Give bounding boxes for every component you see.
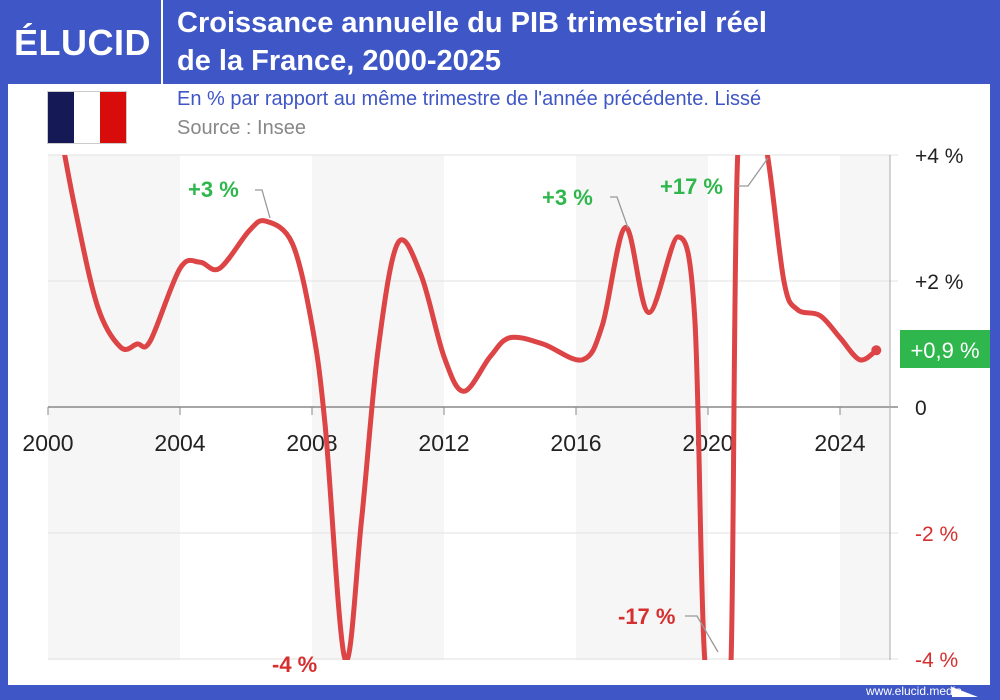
chart-source: Source : Insee: [177, 117, 306, 139]
y-tick-label: -4 %: [915, 649, 958, 672]
y-tick-label: +4 %: [915, 145, 963, 168]
x-tick-label: 2012: [418, 430, 469, 456]
last-value-label: +0,9 %: [910, 338, 979, 363]
x-tick-label: 2020: [682, 430, 733, 456]
flag-blue: [48, 92, 74, 143]
annotation-label: -4 %: [272, 652, 317, 677]
france-flag-icon: [48, 92, 126, 143]
annotation-label: +3 %: [542, 185, 593, 210]
header-divider: [161, 0, 163, 84]
x-tick-label: 2016: [550, 430, 601, 456]
chart-title: Croissance annuelle du PIB trimestriel r…: [177, 4, 977, 80]
header: ÉLUCID Croissance annuelle du PIB trimes…: [0, 0, 1000, 84]
annotation-leader: [255, 189, 271, 219]
y-tick-label: +2 %: [915, 271, 963, 294]
last-value-badge: [900, 330, 990, 368]
flag-white: [74, 92, 100, 143]
y-tick-label: 0: [915, 397, 927, 420]
annotation-leader: [685, 615, 719, 653]
elucid-mark-icon: [952, 687, 978, 697]
elucid-logo: ÉLUCID: [14, 22, 151, 63]
annotation-label: +17 %: [660, 174, 723, 199]
annotation-leader: [610, 196, 629, 229]
gdp-growth-line: [62, 155, 878, 660]
annotation-label: +3 %: [188, 177, 239, 202]
x-tick-label: 2024: [814, 430, 865, 456]
flag-red: [100, 92, 126, 143]
x-tick-label: 2004: [154, 430, 205, 456]
last-point: [871, 345, 882, 356]
annotation-leader: [738, 157, 769, 187]
chart-subtitle: En % par rapport au même trimestre de l'…: [177, 88, 762, 110]
x-tick-label: 2000: [22, 430, 73, 456]
footer-url[interactable]: www.elucid.media: [866, 684, 963, 698]
annotation-label: -17 %: [618, 604, 675, 629]
y-tick-label: -2 %: [915, 523, 958, 546]
title-line-1: Croissance annuelle du PIB trimestriel r…: [177, 7, 767, 39]
title-line-2: de la France, 2000-2025: [177, 45, 502, 77]
